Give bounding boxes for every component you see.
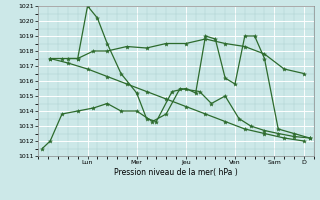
X-axis label: Pression niveau de la mer( hPa ): Pression niveau de la mer( hPa ) (114, 168, 238, 177)
